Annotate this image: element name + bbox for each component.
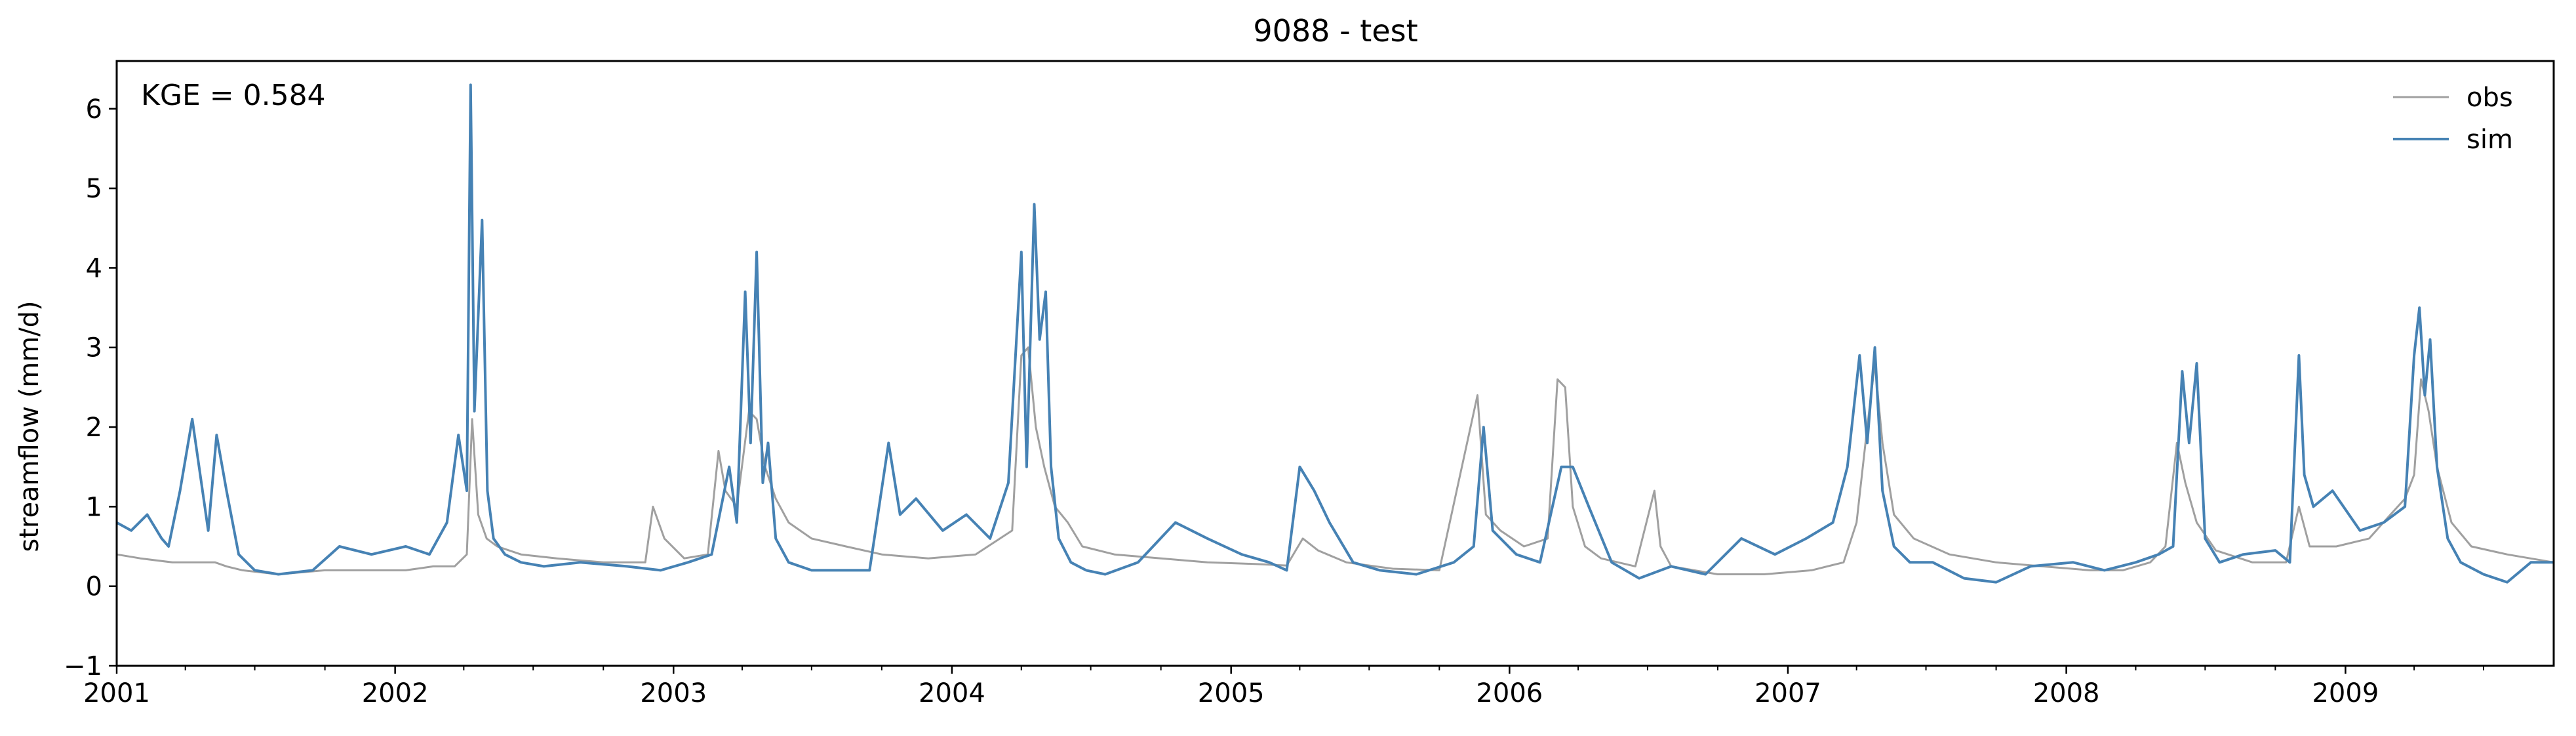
axes-frame (115, 60, 2555, 667)
x-tick-label: 2008 (2033, 678, 2100, 708)
y-tick-label: 5 (86, 174, 102, 204)
x-tick-label: 2004 (919, 678, 985, 708)
x-tick-label: 2001 (83, 678, 150, 708)
legend-label-sim: sim (2467, 125, 2513, 155)
y-axis-label: streamflow (mm/d) (14, 300, 45, 552)
y-axis: −1 0 1 2 3 4 5 6 (64, 94, 117, 682)
kge-annotation: KGE = 0.584 (141, 79, 326, 112)
chart-title: 9088 - test (1253, 13, 1417, 49)
x-axis: 2001 2002 2003 2004 2005 2006 2007 2008 2009 (83, 666, 2484, 708)
y-tick-label: 3 (86, 333, 102, 363)
y-tick-label: 4 (86, 253, 102, 283)
x-tick-label: 2002 (362, 678, 429, 708)
y-tick-label: 6 (86, 94, 102, 125)
x-tick-label: 2009 (2312, 678, 2379, 708)
x-tick-label: 2006 (1476, 678, 1543, 708)
x-tick-label: 2007 (1754, 678, 1821, 708)
series-line-obs (116, 346, 2554, 575)
legend: obs sim (2393, 83, 2513, 155)
series-line-sim (116, 83, 2554, 584)
y-tick-label: 0 (86, 572, 102, 602)
x-tick-label: 2005 (1198, 678, 1265, 708)
y-tick-label: −1 (64, 651, 102, 682)
y-tick-label: 1 (86, 492, 102, 522)
y-tick-label: 2 (86, 413, 102, 443)
legend-label-obs: obs (2467, 83, 2513, 113)
x-tick-label: 2003 (640, 678, 707, 708)
series-layer (116, 83, 2554, 584)
